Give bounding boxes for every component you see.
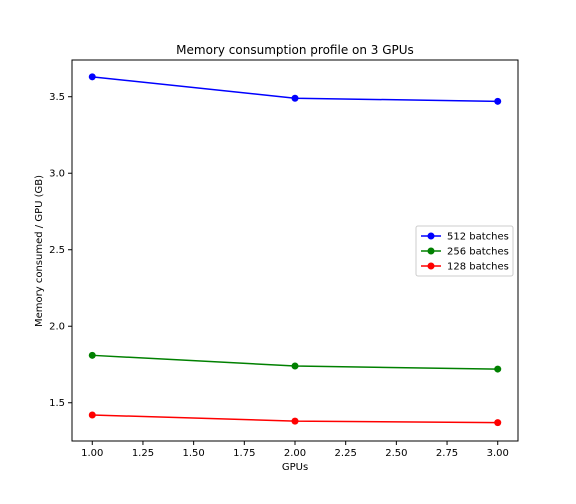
data-point xyxy=(494,365,502,373)
x-tick-label: 2.50 xyxy=(385,448,407,459)
legend-swatch-marker xyxy=(427,262,435,270)
data-point xyxy=(291,362,299,370)
data-point xyxy=(88,411,96,419)
legend-swatch-marker xyxy=(427,247,435,255)
legend: 512 batches 256 batches 128 batches xyxy=(415,225,514,277)
data-point xyxy=(494,419,502,427)
legend-label: 128 batches xyxy=(447,262,509,273)
legend-label: 256 batches xyxy=(447,247,509,258)
y-tick-label: 3.0 xyxy=(49,169,65,180)
x-tick-label: 2.75 xyxy=(436,448,458,459)
legend-label: 512 batches xyxy=(447,232,509,243)
y-tick-label: 1.5 xyxy=(49,398,65,409)
x-tick-label: 2.00 xyxy=(284,448,306,459)
x-tick-label: 1.75 xyxy=(233,448,255,459)
data-point xyxy=(291,417,299,425)
x-tick-label: 1.50 xyxy=(183,448,205,459)
x-tick-label: 1.25 xyxy=(132,448,154,459)
x-tick-label: 3.00 xyxy=(487,448,509,459)
y-tick-label: 2.5 xyxy=(49,245,65,256)
y-tick-label: 3.5 xyxy=(49,92,65,103)
legend-box xyxy=(415,225,514,277)
y-tick-label: 2.0 xyxy=(49,322,65,333)
data-point xyxy=(494,97,502,105)
data-point xyxy=(88,351,96,359)
x-axis-label: GPUs xyxy=(282,462,308,473)
data-point xyxy=(88,73,96,81)
data-point xyxy=(291,94,299,102)
x-tick-label: 1.00 xyxy=(81,448,103,459)
x-tick-label: 2.25 xyxy=(335,448,357,459)
y-axis-label: Memory consumed / GPU (GB) xyxy=(34,175,45,327)
legend-swatch-marker xyxy=(427,232,435,240)
plot-area: 1.00 1.25 1.50 1.75 2.00 2.25 2.50 2.75 3.00 1.5 2… xyxy=(49,59,519,459)
chart-title: Memory consumption profile on 3 GPUs xyxy=(176,43,414,57)
